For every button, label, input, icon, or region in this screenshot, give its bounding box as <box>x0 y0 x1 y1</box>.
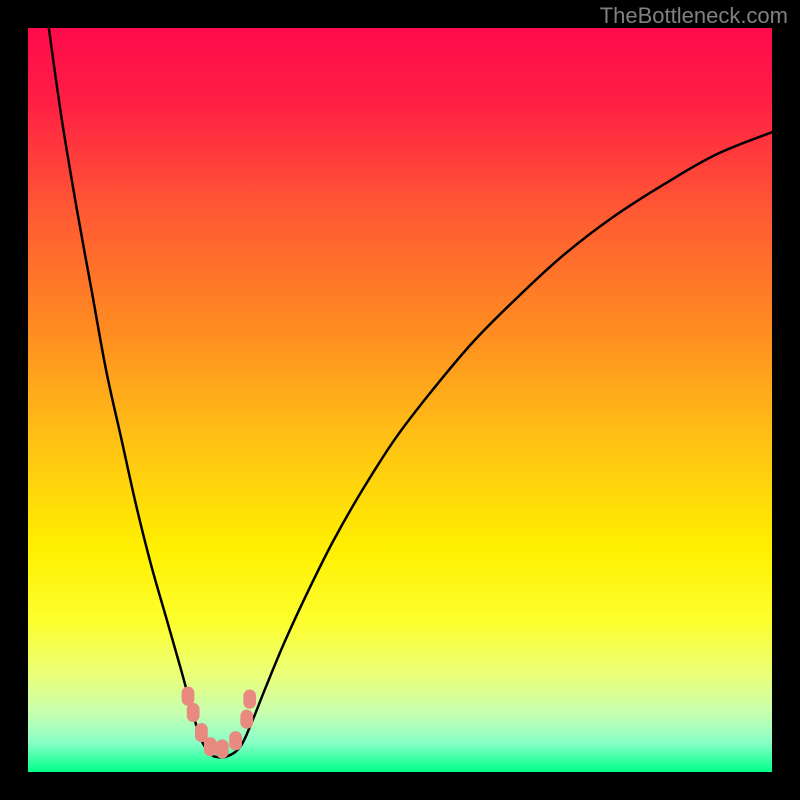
confidence-marker <box>229 731 242 750</box>
confidence-marker <box>216 739 229 758</box>
confidence-marker <box>187 703 200 722</box>
confidence-marker <box>243 689 256 708</box>
confidence-marker <box>182 687 195 706</box>
chart-frame-border <box>0 772 800 800</box>
confidence-marker <box>204 737 217 756</box>
chart-frame-border <box>0 0 28 800</box>
confidence-marker <box>240 710 253 729</box>
plot-area <box>28 28 772 772</box>
watermark-text: TheBottleneck.com <box>600 3 788 29</box>
bottleneck-chart-svg <box>28 28 772 772</box>
chart-background <box>28 28 772 772</box>
chart-frame-border <box>772 0 800 800</box>
